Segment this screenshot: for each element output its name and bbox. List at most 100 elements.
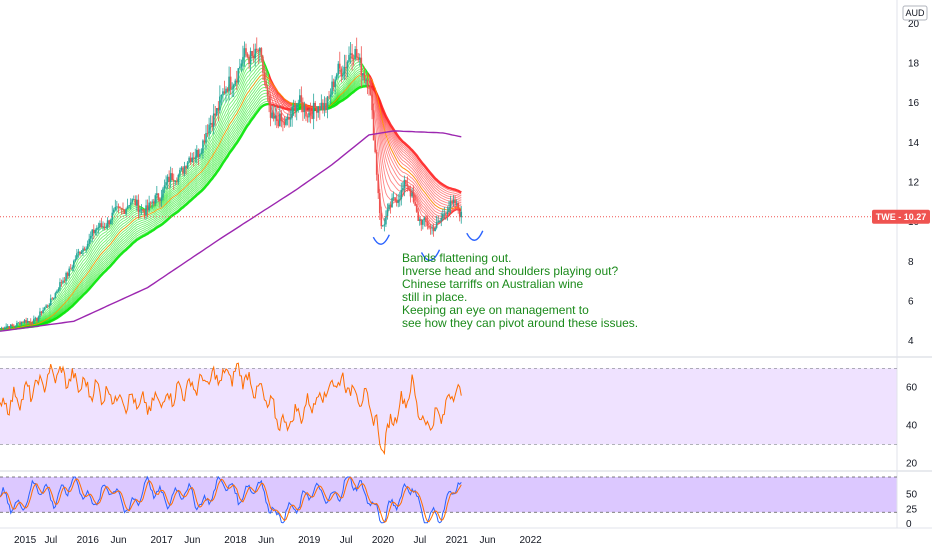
candle-body xyxy=(437,221,439,223)
rsi-band xyxy=(0,368,897,445)
last-price-label: TWE - 10.27 xyxy=(876,212,927,222)
candle-body xyxy=(235,80,238,83)
candle-body xyxy=(445,213,447,215)
currency-text: AUD xyxy=(905,8,925,18)
candle-body xyxy=(335,74,338,80)
candle-body xyxy=(451,201,453,203)
rsi-axis: 20 40 60 xyxy=(906,382,918,469)
annotation-line: see how they can pivot around these issu… xyxy=(402,316,638,330)
ribbon-line xyxy=(0,58,270,330)
shoulder-mark xyxy=(420,249,441,262)
candle-body xyxy=(119,206,121,208)
candle-body xyxy=(165,182,167,186)
candle-body xyxy=(291,107,293,118)
candle-body xyxy=(185,166,187,169)
candle-body xyxy=(65,272,67,281)
candle-body xyxy=(269,103,272,118)
time-axis[interactable]: 2015 Jul 2016 Jun 2017 Jun 2018 Jun 2019 Jul 2020 J… xyxy=(14,535,542,546)
candle-body xyxy=(380,213,383,227)
candle-body xyxy=(292,105,295,108)
candle-body xyxy=(123,209,126,214)
candle-body xyxy=(395,200,398,203)
candle-body xyxy=(409,190,412,197)
candle-body xyxy=(343,66,346,75)
candle-body xyxy=(255,48,258,51)
candle-body xyxy=(405,179,407,185)
annotation-line: Inverse head and shoulders playing out? xyxy=(402,264,618,278)
candle-body xyxy=(114,206,117,210)
candle-body xyxy=(89,235,92,239)
candle-body xyxy=(59,282,61,290)
candle-body xyxy=(160,197,163,201)
candle-body xyxy=(325,103,327,110)
shoulder-marks xyxy=(372,230,484,262)
candle-body xyxy=(300,95,303,102)
candle-body xyxy=(454,199,456,204)
candle-body xyxy=(96,227,98,230)
candle-body xyxy=(73,260,75,268)
candle-body xyxy=(6,326,9,327)
candle-body xyxy=(257,50,260,52)
candle-body xyxy=(415,205,418,212)
candle-body xyxy=(400,189,403,200)
candle-body xyxy=(385,216,387,225)
candle-body xyxy=(28,321,31,322)
candle-body xyxy=(20,321,23,325)
candle-body xyxy=(23,320,26,323)
time-tick-label: 2016 xyxy=(77,535,100,546)
candle-body xyxy=(320,102,323,110)
candle-body xyxy=(375,152,378,175)
candle-body xyxy=(116,206,118,208)
candle-body xyxy=(355,49,358,58)
candle-body xyxy=(223,91,226,94)
candle-body xyxy=(398,199,401,201)
candle-body xyxy=(286,117,289,119)
candle-body xyxy=(245,48,247,54)
candle-body xyxy=(45,305,47,308)
candle-body xyxy=(268,95,270,104)
candle-body xyxy=(112,209,115,213)
rsi-tick-label: 40 xyxy=(906,420,918,431)
time-tick-label: 2017 xyxy=(150,535,173,546)
last-price-badge[interactable]: TWE - 10.27 xyxy=(872,209,930,224)
candle-body xyxy=(172,180,175,182)
candle-body xyxy=(411,193,413,197)
candle-body xyxy=(196,149,198,158)
candle-body xyxy=(362,73,364,76)
price-tick-label: 8 xyxy=(908,257,914,268)
candle-body xyxy=(188,157,190,163)
candle-body xyxy=(248,56,250,64)
candle-body xyxy=(351,53,353,59)
ribbon-line xyxy=(0,64,270,330)
candle-body xyxy=(374,140,376,153)
candle-body xyxy=(76,253,78,260)
ribbon-line xyxy=(268,95,293,107)
rsi-indicator xyxy=(0,362,897,456)
candle-body xyxy=(259,48,261,52)
candle-body xyxy=(382,225,384,227)
candle-body xyxy=(163,185,166,189)
candle-body xyxy=(56,291,58,294)
candle-body xyxy=(120,207,123,209)
candle-body xyxy=(403,179,406,189)
candle-body xyxy=(125,208,127,214)
candle-body xyxy=(237,68,240,83)
long-moving-average xyxy=(0,130,462,332)
time-tick-label: Jul xyxy=(340,535,353,546)
candle-body xyxy=(369,88,372,95)
candle-body xyxy=(240,63,243,67)
candle-body xyxy=(368,88,370,89)
mid-ma-line xyxy=(0,74,462,330)
currency-label[interactable]: AUD xyxy=(902,5,928,21)
candle-body xyxy=(186,162,189,169)
candle-body xyxy=(422,219,424,225)
ribbon-line xyxy=(0,102,270,331)
candle-body xyxy=(33,318,35,324)
candle-body xyxy=(402,188,404,190)
candle-body xyxy=(180,167,183,170)
candle-body xyxy=(5,326,7,328)
candle-body xyxy=(22,321,24,323)
rsi-tick-label: 60 xyxy=(906,382,918,393)
ribbon-line xyxy=(368,81,462,202)
